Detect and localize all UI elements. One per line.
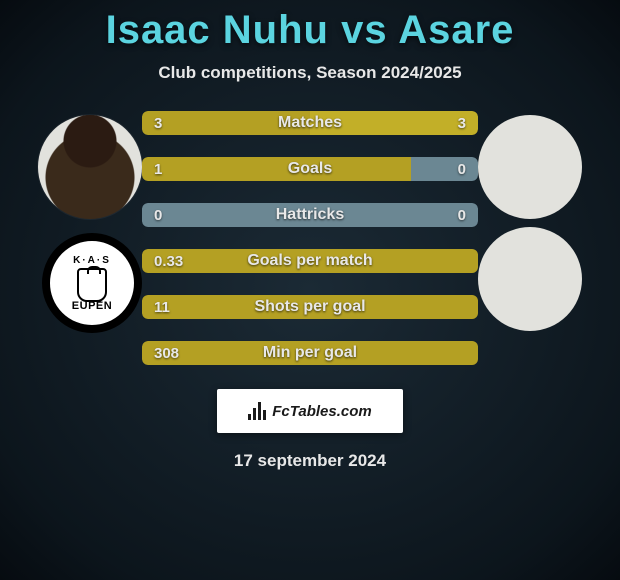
watermark-text: FcTables.com [272,403,371,420]
watermark-icon [248,402,266,420]
page-title: Isaac Nuhu vs Asare [0,0,620,53]
stat-row: Goals per match0.33 [142,249,478,273]
stat-row: Matches33 [142,111,478,135]
right-avatar-column [478,111,598,331]
right-player-avatar [478,115,582,219]
club-logo-crest-icon [77,268,107,302]
watermark-badge: FcTables.com [217,389,403,433]
stat-bar-right [411,157,478,181]
comparison-content: K·A·S EUPEN Matches33 Goals10 Hattricks00 G… [0,111,620,365]
stat-row: Goals10 [142,157,478,181]
right-club-avatar [478,227,582,331]
club-logo-top-text: K·A·S [73,255,111,266]
stat-bar-right [310,203,478,227]
stat-row: Min per goal308 [142,341,478,365]
stat-bar-left [142,249,478,273]
stat-bar-left [142,157,411,181]
stat-bars: Matches33 Goals10 Hattricks00 Goals per mat… [142,111,478,365]
stat-row: Hattricks00 [142,203,478,227]
date-caption: 17 september 2024 [0,451,620,471]
left-avatar-column: K·A·S EUPEN [22,111,142,333]
stat-bar-left [142,295,478,319]
left-club-logo: K·A·S EUPEN [42,233,142,333]
stat-bar-left [142,341,478,365]
stat-bar-left [142,111,310,135]
page-subtitle: Club competitions, Season 2024/2025 [0,63,620,83]
stat-bar-right [310,111,478,135]
left-player-avatar [38,115,142,219]
stat-row: Shots per goal11 [142,295,478,319]
stat-bar-left [142,203,310,227]
